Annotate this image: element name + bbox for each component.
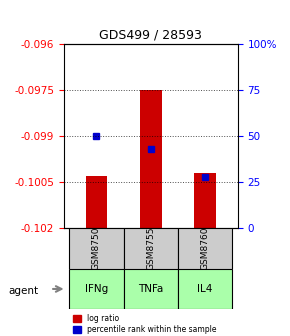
Legend: log ratio, percentile rank within the sample: log ratio, percentile rank within the sa… — [73, 314, 217, 334]
Title: GDS499 / 28593: GDS499 / 28593 — [99, 28, 202, 41]
Bar — [178, 269, 232, 309]
Bar — [124, 228, 178, 269]
Bar — [124, 269, 178, 309]
Text: TNFa: TNFa — [138, 284, 164, 294]
Bar — [69, 269, 124, 309]
Text: IFNg: IFNg — [85, 284, 108, 294]
Bar — [194, 173, 216, 228]
Text: GSM8755: GSM8755 — [146, 227, 155, 270]
Bar — [86, 176, 107, 228]
Bar — [140, 90, 162, 228]
Bar — [178, 228, 232, 269]
Text: agent: agent — [9, 286, 39, 296]
Bar — [69, 228, 124, 269]
Text: GSM8750: GSM8750 — [92, 227, 101, 270]
Text: GSM8760: GSM8760 — [201, 227, 210, 270]
Text: IL4: IL4 — [197, 284, 213, 294]
